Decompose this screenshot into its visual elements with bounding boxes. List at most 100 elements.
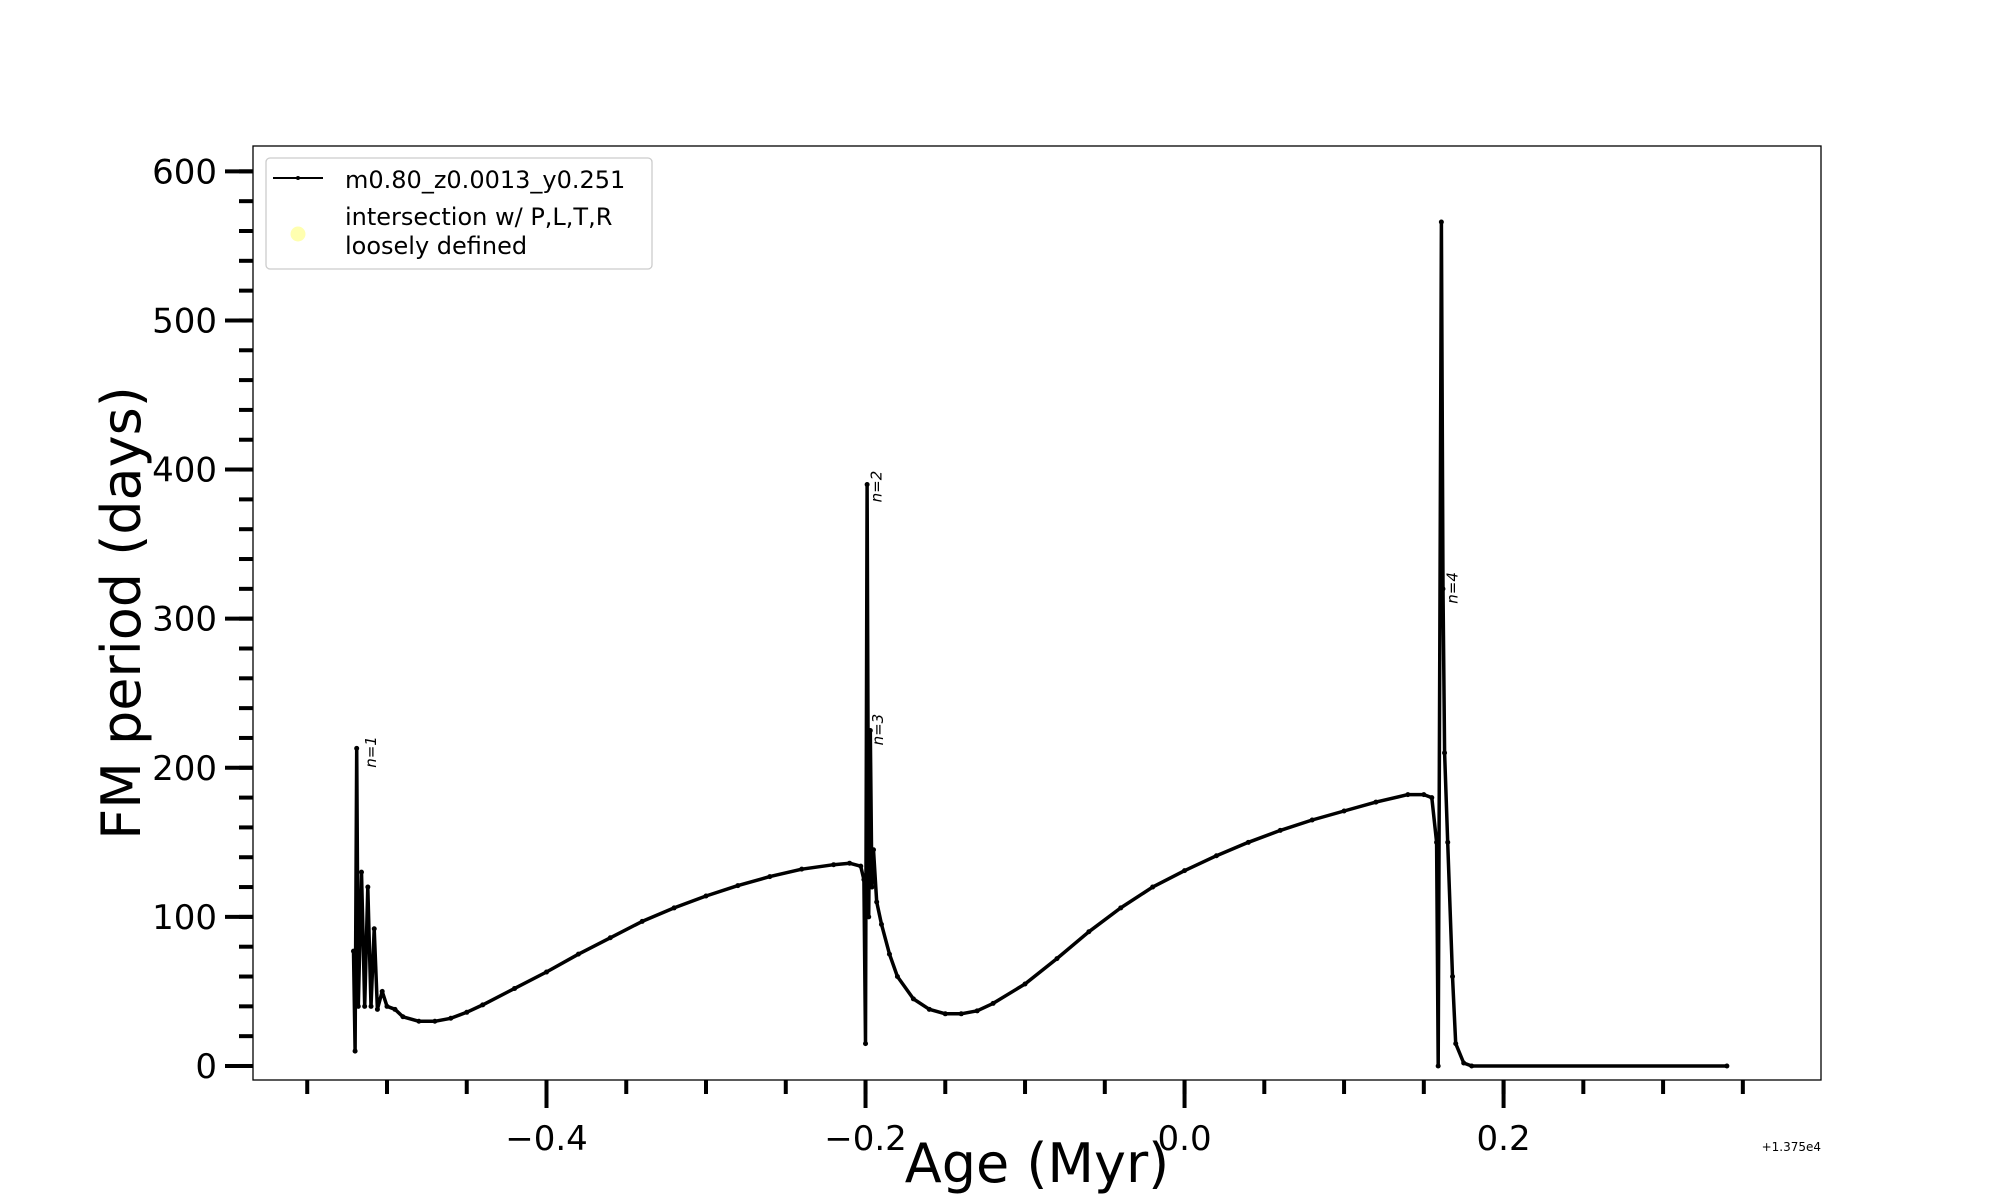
series-point [831, 862, 837, 868]
series-point [448, 1015, 454, 1021]
series-point [869, 884, 875, 890]
series-point [354, 745, 360, 751]
series-point [384, 1003, 390, 1009]
series-point [365, 884, 371, 890]
series-point [1213, 853, 1219, 859]
series-point [861, 877, 867, 883]
series-point [864, 481, 870, 487]
series-point [355, 1003, 361, 1009]
series-point [799, 866, 805, 872]
series-point [1341, 808, 1347, 814]
series-point [1086, 929, 1092, 935]
series-point [958, 1011, 964, 1017]
series-point [1245, 839, 1251, 845]
series-point [1440, 586, 1446, 592]
series-point [358, 869, 364, 875]
series-point [1724, 1063, 1730, 1069]
series-point [352, 1048, 358, 1054]
legend-frame [265, 157, 653, 270]
series-point [735, 883, 741, 889]
series-point [379, 988, 385, 994]
series-point [942, 1011, 948, 1017]
x-axis-label: Age (Myr) [905, 1132, 1170, 1195]
series-point [1373, 799, 1379, 805]
series-point [886, 951, 892, 957]
series-point [1435, 1063, 1441, 1069]
series-point [1450, 974, 1456, 980]
series-point [767, 874, 773, 880]
legend-label-intersection: intersection w/ P,L,T,R loosely defined [345, 203, 620, 260]
series-point [368, 1003, 374, 1009]
annotation-label: n=3 [869, 714, 887, 746]
series-point [607, 935, 613, 941]
plot-area [252, 145, 1822, 1081]
series-point [858, 863, 864, 869]
series-point [974, 1008, 980, 1014]
legend-dot-marker [296, 176, 300, 180]
series-point [432, 1018, 438, 1024]
y-tick-label: 0 [195, 1047, 217, 1087]
series-point [374, 1006, 380, 1012]
series-point [1309, 817, 1315, 823]
series-point [926, 1006, 932, 1012]
annotation-label: n=2 [868, 471, 886, 503]
series-point [1442, 750, 1448, 756]
x-tick-label: −0.4 [505, 1119, 588, 1159]
series-point [1434, 839, 1440, 845]
series-point [350, 948, 356, 954]
series-point [671, 905, 677, 911]
series-layer [350, 219, 1730, 1069]
y-tick-label: 400 [152, 451, 217, 491]
series-point [1461, 1060, 1467, 1066]
ticks: −0.4 −0.2 0.0 0.2 0 100 200 300 400 500 600 [152, 152, 1745, 1159]
series-point [910, 996, 916, 1002]
x-tick-label: −0.2 [824, 1119, 907, 1159]
annotation-label: n=1 [362, 736, 380, 768]
series-point [512, 985, 518, 991]
series-point [863, 1041, 869, 1047]
legend-label-series: m0.80_z0.0013_y0.251 [345, 166, 625, 194]
series-point [1022, 981, 1028, 987]
series-point [874, 899, 880, 905]
series-point [544, 969, 550, 975]
legend-label-intersection-line2: loosely defined [345, 232, 527, 260]
series-point [480, 1002, 486, 1008]
legend: m0.80_z0.0013_y0.251 intersection w/ P,L… [265, 157, 653, 270]
legend-intersection-marker [290, 226, 306, 242]
series-point [1182, 868, 1188, 874]
series-point [894, 974, 900, 980]
series-point [1421, 792, 1427, 798]
series-point [400, 1014, 406, 1020]
series-point [1150, 884, 1156, 890]
series-point [847, 860, 853, 866]
annotation-label: n=4 [1443, 572, 1461, 604]
series-point [416, 1018, 422, 1024]
y-tick-label: 300 [152, 600, 217, 640]
series-point [362, 1003, 368, 1009]
y-tick-label: 100 [152, 898, 217, 938]
x-offset-label: +1.375e4 [1762, 1140, 1821, 1154]
series-point [871, 847, 877, 853]
series-point [1405, 792, 1411, 798]
x-tick-label: 0.0 [1158, 1119, 1212, 1159]
series-point [867, 727, 873, 733]
series-point [703, 893, 709, 899]
series-point [1429, 795, 1435, 801]
series-point [878, 921, 884, 927]
series-point [371, 926, 377, 932]
series-point [575, 951, 581, 957]
series-point [1438, 219, 1444, 225]
y-tick-label: 200 [152, 749, 217, 789]
x-tick-label: 0.2 [1477, 1119, 1531, 1159]
series-point [1118, 905, 1124, 911]
series-point [1054, 956, 1060, 962]
series-point [1469, 1063, 1475, 1069]
y-axis-label: FM period (days) [90, 386, 153, 840]
series-point [1453, 1041, 1459, 1047]
series-point [1277, 827, 1283, 833]
legend-label-intersection-line1: intersection w/ P,L,T,R [345, 203, 612, 231]
series-point [866, 914, 872, 920]
series-point [639, 918, 645, 924]
series-point [1445, 839, 1451, 845]
